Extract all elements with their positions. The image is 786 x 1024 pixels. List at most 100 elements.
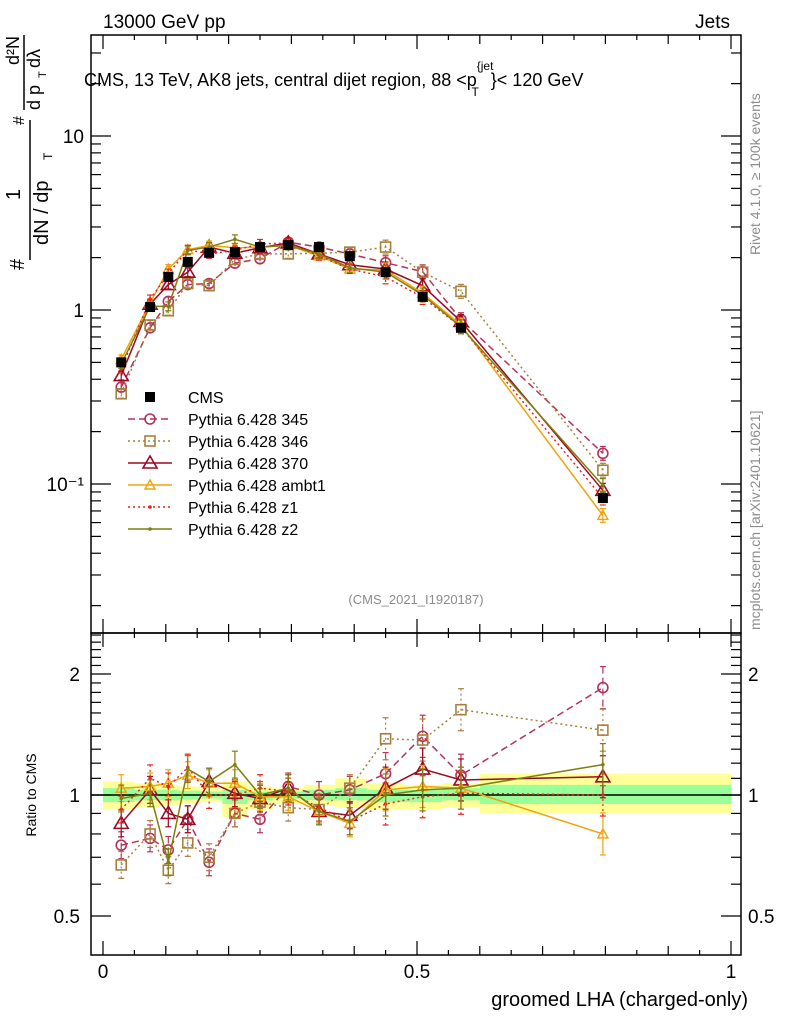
data-point bbox=[229, 247, 240, 258]
y-tick-label: 10 bbox=[63, 127, 84, 148]
data-point bbox=[597, 464, 609, 477]
data-point bbox=[379, 732, 392, 745]
series-line bbox=[120, 242, 604, 499]
legend-label: Pythia 6.428 345 bbox=[188, 412, 308, 429]
data-point bbox=[459, 786, 463, 790]
main-panel: 10⁻¹ 1 10 CMS, 13 TeV, AK8 jets, central d… bbox=[3, 34, 742, 634]
y-tick-label-right: 0.5 bbox=[748, 907, 774, 928]
title-text: CMS, 13 TeV, AK8 jets, central dijet reg… bbox=[84, 59, 583, 99]
data-point bbox=[255, 242, 265, 253]
ratio-frame bbox=[90, 632, 742, 956]
data-point bbox=[455, 285, 467, 298]
data-point bbox=[233, 237, 237, 242]
legend-label: Pythia 6.428 370 bbox=[188, 456, 308, 473]
main-frame bbox=[90, 34, 742, 634]
data-point bbox=[148, 297, 152, 302]
data-point bbox=[112, 814, 130, 830]
legend-label: Pythia 6.428 z2 bbox=[188, 522, 298, 539]
y-tick-label: 1 bbox=[73, 301, 84, 322]
y-tick-label: 2 bbox=[69, 665, 80, 686]
ratio-panel: 0.5 0.51 12 2 0 0.5 1 Ratio to CMS groomed LH… bbox=[23, 632, 774, 1011]
x-tick-label: 0 bbox=[98, 962, 109, 983]
y-tick-label: 10⁻¹ bbox=[47, 475, 85, 496]
data-point bbox=[112, 366, 130, 382]
data-point bbox=[182, 256, 193, 267]
data-point bbox=[597, 447, 609, 460]
legend-label: Pythia 6.428 z1 bbox=[188, 500, 298, 517]
data-point bbox=[185, 767, 190, 771]
series-pythia-6-428-346 bbox=[115, 688, 609, 885]
legend-item: Pythia 6.428 ambt1 bbox=[128, 478, 326, 495]
mcplots-label: mcplots.cern.ch [arXiv:2401.10621] bbox=[747, 411, 763, 630]
data-point bbox=[144, 828, 156, 840]
main-series-layer bbox=[112, 234, 612, 523]
data-point bbox=[348, 265, 352, 270]
legend-item: CMS bbox=[145, 390, 224, 407]
main-y-ticks: 10⁻¹ 1 10 bbox=[47, 52, 741, 607]
legend-item: Pythia 6.428 345 bbox=[128, 412, 308, 429]
data-point bbox=[148, 791, 152, 796]
data-point bbox=[181, 837, 194, 849]
data-point bbox=[379, 241, 392, 253]
data-point bbox=[317, 252, 321, 256]
data-point bbox=[159, 804, 177, 820]
data-point bbox=[233, 762, 237, 767]
series-cms bbox=[116, 240, 608, 504]
y-label-frac2-den: d p bbox=[24, 85, 44, 110]
legend-marker bbox=[144, 413, 156, 425]
series-line bbox=[121, 774, 604, 835]
data-point bbox=[204, 247, 215, 258]
y-label-sub-t1: T bbox=[41, 152, 55, 160]
legend-marker bbox=[145, 392, 155, 402]
y-label-sub-t2: T bbox=[37, 71, 49, 78]
data-point bbox=[181, 277, 194, 290]
legend-marker bbox=[148, 527, 152, 531]
x-tick-label: 1 bbox=[726, 962, 737, 983]
data-point bbox=[596, 508, 610, 521]
main-x-ticks bbox=[102, 35, 732, 633]
ratio-x-ticks: 0 0.5 1 bbox=[98, 633, 737, 983]
data-point bbox=[455, 322, 466, 333]
series-line bbox=[121, 763, 604, 863]
legend-item: Pythia 6.428 z2 bbox=[128, 522, 298, 539]
data-point bbox=[163, 271, 174, 282]
legend-marker bbox=[143, 478, 157, 490]
legend: CMS Pythia 6.428 345 Pythia 6.428 346 Pythi… bbox=[128, 390, 326, 539]
main-title: CMS, 13 TeV, AK8 jets, central dijet reg… bbox=[84, 59, 583, 99]
data-point bbox=[317, 809, 321, 814]
ratio-y-ticks: 0.5 0.5 1 1 2 2 bbox=[54, 634, 774, 928]
data-point bbox=[348, 819, 352, 824]
data-point bbox=[417, 291, 428, 302]
data-point bbox=[420, 788, 425, 792]
y-label-dlambda: dλ bbox=[24, 49, 44, 68]
x-axis-label: groomed LHA (charged-only) bbox=[491, 989, 748, 1011]
data-point bbox=[203, 279, 215, 292]
legend-marker bbox=[141, 454, 159, 469]
x-tick-label: 0.5 bbox=[404, 962, 430, 983]
data-point bbox=[597, 493, 608, 504]
data-point bbox=[597, 681, 609, 694]
y-tick-label-right: 1 bbox=[748, 786, 759, 807]
data-point bbox=[159, 275, 177, 291]
legend-marker bbox=[144, 435, 156, 447]
data-point bbox=[380, 267, 391, 278]
legend-item: Pythia 6.428 346 bbox=[128, 434, 308, 451]
data-point bbox=[179, 263, 197, 278]
data-point bbox=[179, 810, 197, 826]
data-point bbox=[286, 786, 291, 790]
y-label-hash2: # bbox=[11, 116, 28, 125]
y-tick-label: 0.5 bbox=[54, 907, 80, 928]
series-pythia-6-428-z1 bbox=[118, 753, 606, 836]
data-point bbox=[115, 859, 128, 871]
data-point bbox=[115, 839, 128, 852]
data-point bbox=[166, 860, 171, 865]
data-point bbox=[383, 793, 388, 797]
y-tick-label-right: 2 bbox=[748, 665, 759, 686]
data-point bbox=[597, 724, 609, 736]
series-line bbox=[120, 238, 604, 487]
main-y-label: # 1 dN / dp T # d²N d p T dλ bbox=[3, 35, 55, 270]
y-label-hash1: # bbox=[7, 258, 29, 270]
data-point bbox=[185, 248, 190, 253]
legend-item: Pythia 6.428 370 bbox=[128, 454, 308, 473]
